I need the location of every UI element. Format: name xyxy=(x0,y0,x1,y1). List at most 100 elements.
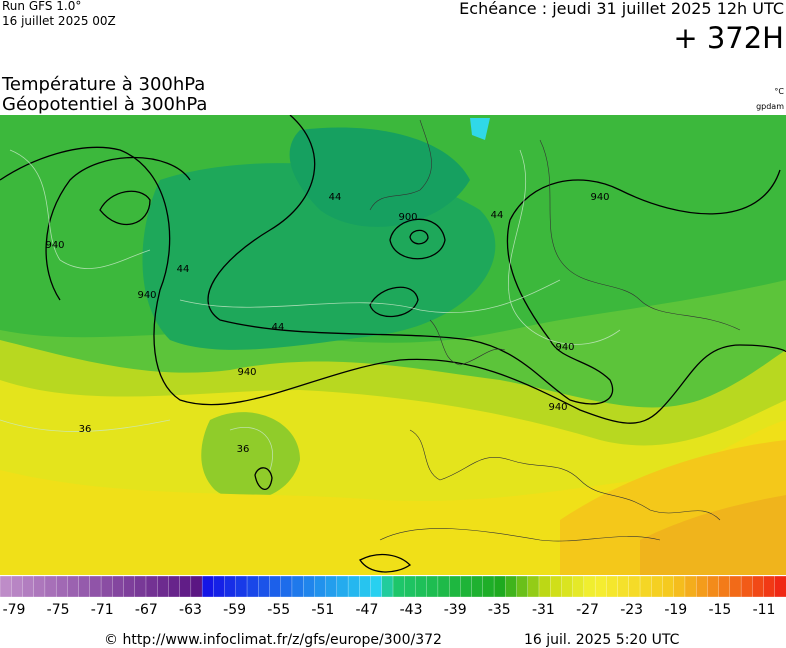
colorbar-label: -67 xyxy=(135,602,158,618)
colorbar-swatch xyxy=(550,575,563,598)
colorbar-swatch xyxy=(33,575,46,598)
colorbar-swatch xyxy=(303,575,316,598)
colorbar-label: -27 xyxy=(576,602,599,618)
colorbar-swatch xyxy=(594,575,607,598)
colorbar-swatch xyxy=(123,575,136,598)
colorbar-label: -11 xyxy=(753,602,776,618)
colorbar-swatch xyxy=(201,575,214,598)
colorbar-label: -47 xyxy=(356,602,379,618)
colorbar-label: -15 xyxy=(708,602,731,618)
colorbar-swatch xyxy=(527,575,540,598)
colorbar: -79 -75 -71 -67 -63 -59 -55 -51 -47 -43 -39 -35 -31 -… xyxy=(0,575,786,618)
colorbar-swatch xyxy=(89,575,102,598)
colorbar-swatch xyxy=(78,575,91,598)
colorbar-swatch xyxy=(740,575,753,598)
title-1: Température à 300hPa xyxy=(1,74,205,95)
colorbar-swatch xyxy=(157,575,170,598)
colorbar-swatch xyxy=(493,575,506,598)
contour-label: 900 xyxy=(398,212,417,223)
colorbar-swatch xyxy=(673,575,686,598)
colorbar-swatch xyxy=(112,575,125,598)
unit-temp: °C xyxy=(774,87,784,96)
contour-label: 940 xyxy=(590,192,609,203)
unit-geo: gpdam xyxy=(756,102,784,111)
colorbar-swatch xyxy=(426,575,439,598)
colorbar-swatch xyxy=(482,575,495,598)
colorbar-swatch xyxy=(291,575,304,598)
colorbar-swatch xyxy=(269,575,282,598)
colorbar-swatch xyxy=(617,575,630,598)
colorbar-swatch xyxy=(448,575,462,598)
colorbar-label: -43 xyxy=(400,602,423,618)
colorbar-swatch xyxy=(752,575,765,598)
colorbar-swatch xyxy=(370,575,383,598)
colorbar-swatch xyxy=(662,575,675,598)
contour-label: 36 xyxy=(79,424,92,435)
colorbar-swatch xyxy=(404,575,417,598)
colorbar-label: -79 xyxy=(3,602,26,618)
colorbar-swatch xyxy=(280,575,293,598)
colorbar-swatch xyxy=(763,575,776,598)
colorbar-swatch xyxy=(538,575,551,598)
colorbar-swatch xyxy=(460,575,473,598)
colorbar-swatch xyxy=(325,575,338,598)
colorbar-swatch xyxy=(561,575,574,598)
colorbar-swatch xyxy=(179,575,192,598)
colorbar-swatch xyxy=(606,575,619,598)
colorbar-swatch xyxy=(314,575,327,598)
contour-label: 940 xyxy=(548,402,567,413)
contour-label: 44 xyxy=(177,264,190,275)
colorbar-swatch xyxy=(505,575,518,598)
colorbar-label: -31 xyxy=(532,602,555,618)
contour-label: 940 xyxy=(45,240,64,251)
colorbar-swatch xyxy=(134,575,147,598)
colorbar-swatch xyxy=(145,575,158,598)
contour-label: 940 xyxy=(237,367,256,378)
colorbar-swatch xyxy=(628,575,641,598)
contour-label: 940 xyxy=(137,290,156,301)
colorbar-swatch xyxy=(381,575,394,598)
colorbar-swatch xyxy=(190,575,203,598)
colorbar-swatch xyxy=(55,575,69,598)
colorbar-swatch xyxy=(347,575,360,598)
colorbar-swatch xyxy=(471,575,484,598)
colorbar-label: -75 xyxy=(47,602,70,618)
colorbar-swatch xyxy=(168,575,181,598)
colorbar-swatch xyxy=(572,575,585,598)
colorbar-swatch xyxy=(583,575,596,598)
colorbar-swatch xyxy=(684,575,697,598)
contour-label: 36 xyxy=(237,444,250,455)
colorbar-label: -71 xyxy=(91,602,114,618)
colorbar-swatch xyxy=(100,575,113,598)
colorbar-swatch xyxy=(22,575,35,598)
colorbar-label: -59 xyxy=(223,602,246,618)
colorbar-swatch xyxy=(235,575,248,598)
colorbar-swatch xyxy=(696,575,709,598)
colorbar-swatch xyxy=(651,575,664,598)
colorbar-swatch xyxy=(11,575,24,598)
colorbar-swatch xyxy=(392,575,405,598)
valid-time: Echéance : jeudi 31 juillet 2025 12h UTC xyxy=(459,0,784,18)
colorbar-swatch xyxy=(67,575,80,598)
colorbar-swatch xyxy=(336,575,349,598)
colorbar-label: -39 xyxy=(444,602,467,618)
contour-label: 44 xyxy=(272,322,285,333)
title-2: Géopotentiel à 300hPa xyxy=(2,94,207,115)
colorbar-swatch xyxy=(639,575,652,598)
colorbar-label: -51 xyxy=(311,602,334,618)
colorbar-label: -19 xyxy=(664,602,687,618)
footer-url: © http://www.infoclimat.fr/z/gfs/europe/… xyxy=(104,632,442,648)
colorbar-swatch xyxy=(729,575,742,598)
colorbar-label: -63 xyxy=(179,602,202,618)
colorbar-swatch xyxy=(44,575,57,598)
footer-date: 16 juil. 2025 5:20 UTC xyxy=(524,632,680,648)
lead-time: + 372H xyxy=(673,21,784,55)
colorbar-swatch xyxy=(258,575,271,598)
run: Run GFS 1.0° xyxy=(2,0,81,13)
colorbar-swatch xyxy=(415,575,428,598)
colorbar-swatch xyxy=(437,575,450,598)
colorbar-swatch xyxy=(0,575,12,598)
run-date: 16 juillet 2025 00Z xyxy=(2,14,116,28)
colorbar-swatch xyxy=(224,575,237,598)
